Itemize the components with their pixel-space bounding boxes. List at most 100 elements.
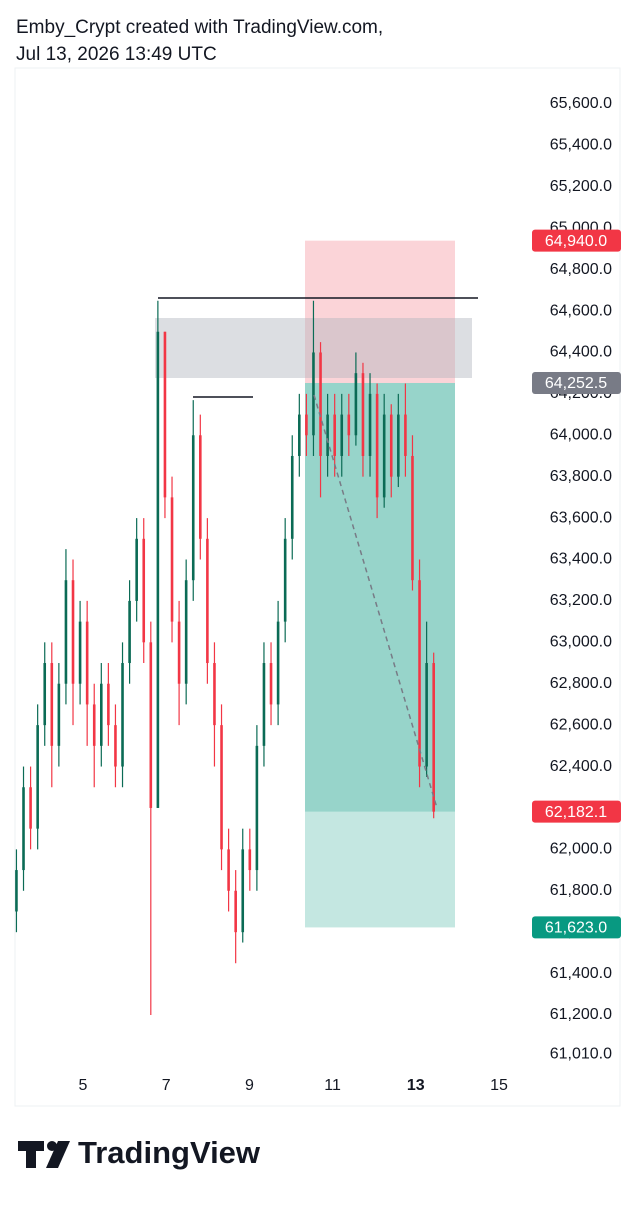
y-tick-label: 62,800.0 [550,675,612,692]
candle-body [262,663,266,746]
y-tick-label: 64,400.0 [550,344,612,361]
candle-body [64,580,68,684]
candle-body [170,497,174,622]
x-tick-label: 5 [79,1077,88,1094]
candle-body [340,414,344,456]
candle-body [234,890,237,933]
candle-body [425,663,428,767]
price-label-bg [532,916,621,939]
price-label-bg [532,229,621,252]
candle-body [241,849,245,933]
candle-body [114,725,117,767]
y-tick-label: 65,200.0 [550,178,612,195]
price-label: 61,623.0 [545,920,607,937]
candle-body [276,621,280,705]
candle-body [107,683,110,726]
candle-body [135,538,138,601]
candle-body [43,663,47,726]
candle-body [411,455,414,581]
x-tick-label: 7 [162,1077,171,1094]
candle-body [57,683,61,746]
candle-body [333,414,336,456]
price-label-bg [532,371,621,394]
candle-body [191,435,195,581]
candle-body [121,663,124,767]
candle-body [290,455,294,539]
candle-body [255,745,259,871]
candle-body [184,580,188,684]
candle-body [326,414,329,456]
y-tick-label: 64,000.0 [550,426,612,443]
candle-body [36,725,39,829]
y-tick-label: 65,600.0 [550,95,612,112]
target-zone [305,811,455,928]
candle-body [156,331,160,808]
x-tick-label: 15 [490,1077,508,1094]
candle-body [128,600,131,664]
candle-body [142,538,146,643]
header-line: Emby_Crypt created with TradingView.com, [16,17,383,38]
candle-body [305,414,308,436]
candle-body [354,373,358,436]
candle-body [213,663,216,726]
price-label: 62,182.1 [545,804,607,821]
brand: TradingView [78,1135,261,1170]
candle-body [163,331,167,498]
y-tick-label: 63,400.0 [550,551,612,568]
candle-body [361,373,365,456]
candle-body [22,787,25,871]
candle-body [15,870,18,912]
candle-body [298,414,301,456]
candle-body [92,704,96,746]
candle-body [100,683,103,746]
chart-frame [14,67,621,1107]
candle-body [404,414,407,456]
candle-body [248,849,252,871]
candle-body [71,580,75,684]
y-tick-label: 61,400.0 [550,965,612,982]
y-tick-label: 65,400.0 [550,137,612,154]
candle-body [149,642,153,808]
y-tick-label: 63,600.0 [550,509,612,526]
candle-body [269,663,273,705]
price-label-bg [532,800,621,823]
brand-logo: TradingView [18,1135,261,1170]
candle-body [29,787,32,829]
candle-body [418,580,421,767]
price-label: 64,252.5 [545,375,607,392]
candle-body [382,414,386,498]
candle-body [199,435,202,539]
y-tick-label: 61,200.0 [550,1006,612,1023]
candle-body [397,414,400,477]
header-line: Jul 13, 2026 13:49 UTC [16,44,217,65]
y-tick-label: 64,800.0 [550,261,612,278]
x-tick-label: 13 [407,1077,425,1094]
candle-body [85,621,89,705]
y-tick-label: 63,800.0 [550,468,612,485]
candle-body [312,352,315,436]
candle-body [283,538,287,622]
x-tick-label: 9 [245,1077,254,1094]
candle-body [375,393,379,498]
profit-zone [305,382,455,812]
candle-body [50,663,54,746]
candle-body [206,538,209,664]
y-tick-label: 62,600.0 [550,716,612,733]
candle-body [368,393,372,456]
y-tick-label: 61,800.0 [550,882,612,899]
candle-body [227,849,230,891]
candle-body [319,352,322,456]
candle-body [432,663,435,812]
y-tick-label: 63,000.0 [550,634,612,651]
candle-body [78,621,82,684]
x-tick-label: 11 [324,1077,341,1094]
y-tick-label: 62,000.0 [550,841,612,858]
y-tick-label: 63,200.0 [550,592,612,609]
y-tick-label: 62,400.0 [550,758,612,775]
candle-body [347,414,351,436]
y-tick-label: 64,600.0 [550,302,612,319]
y-tick-label: 61,010.0 [550,1046,612,1063]
stop-zone [305,240,455,383]
candle-body [220,725,223,850]
